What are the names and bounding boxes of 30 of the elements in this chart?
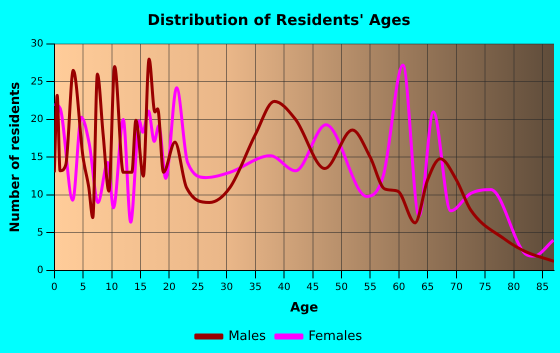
x-tick-label: 40 (278, 282, 290, 293)
x-tick-label: 70 (450, 282, 463, 293)
y-tick-label: 5 (36, 227, 44, 238)
y-tick-label: 30 (30, 38, 44, 50)
chart-title: Distribution of Residents' Ages (148, 10, 411, 29)
x-tick-label: 30 (220, 282, 233, 293)
y-tick-label: 10 (30, 190, 44, 201)
y-tick-label: 25 (30, 76, 44, 88)
legend-label: Males (228, 328, 266, 344)
x-tick-label: 65 (421, 282, 434, 293)
x-tick-label: 45 (306, 282, 320, 293)
x-tick-label: 55 (364, 282, 377, 293)
y-axis-title: Number of residents (8, 82, 24, 233)
x-tick-label: 50 (335, 282, 348, 293)
y-tick-label: 15 (30, 152, 44, 163)
x-tick-label: 75 (478, 282, 492, 293)
x-tick-label: 25 (192, 282, 204, 293)
x-tick-label: 0 (51, 282, 58, 293)
y-tick-label: 0 (36, 264, 44, 276)
y-tick-label: 20 (30, 114, 44, 126)
legend-label: Females (308, 328, 362, 344)
x-tick-label: 35 (248, 282, 262, 293)
x-tick-label: 80 (507, 282, 520, 293)
x-axis-title: Age (290, 300, 318, 316)
x-tick-label: 20 (162, 282, 176, 293)
x-tick-label: 15 (134, 282, 147, 293)
x-tick-label: 85 (536, 282, 549, 293)
x-tick-label: 10 (105, 282, 118, 293)
x-tick-label: 60 (392, 282, 406, 293)
x-tick-label: 5 (80, 282, 86, 293)
